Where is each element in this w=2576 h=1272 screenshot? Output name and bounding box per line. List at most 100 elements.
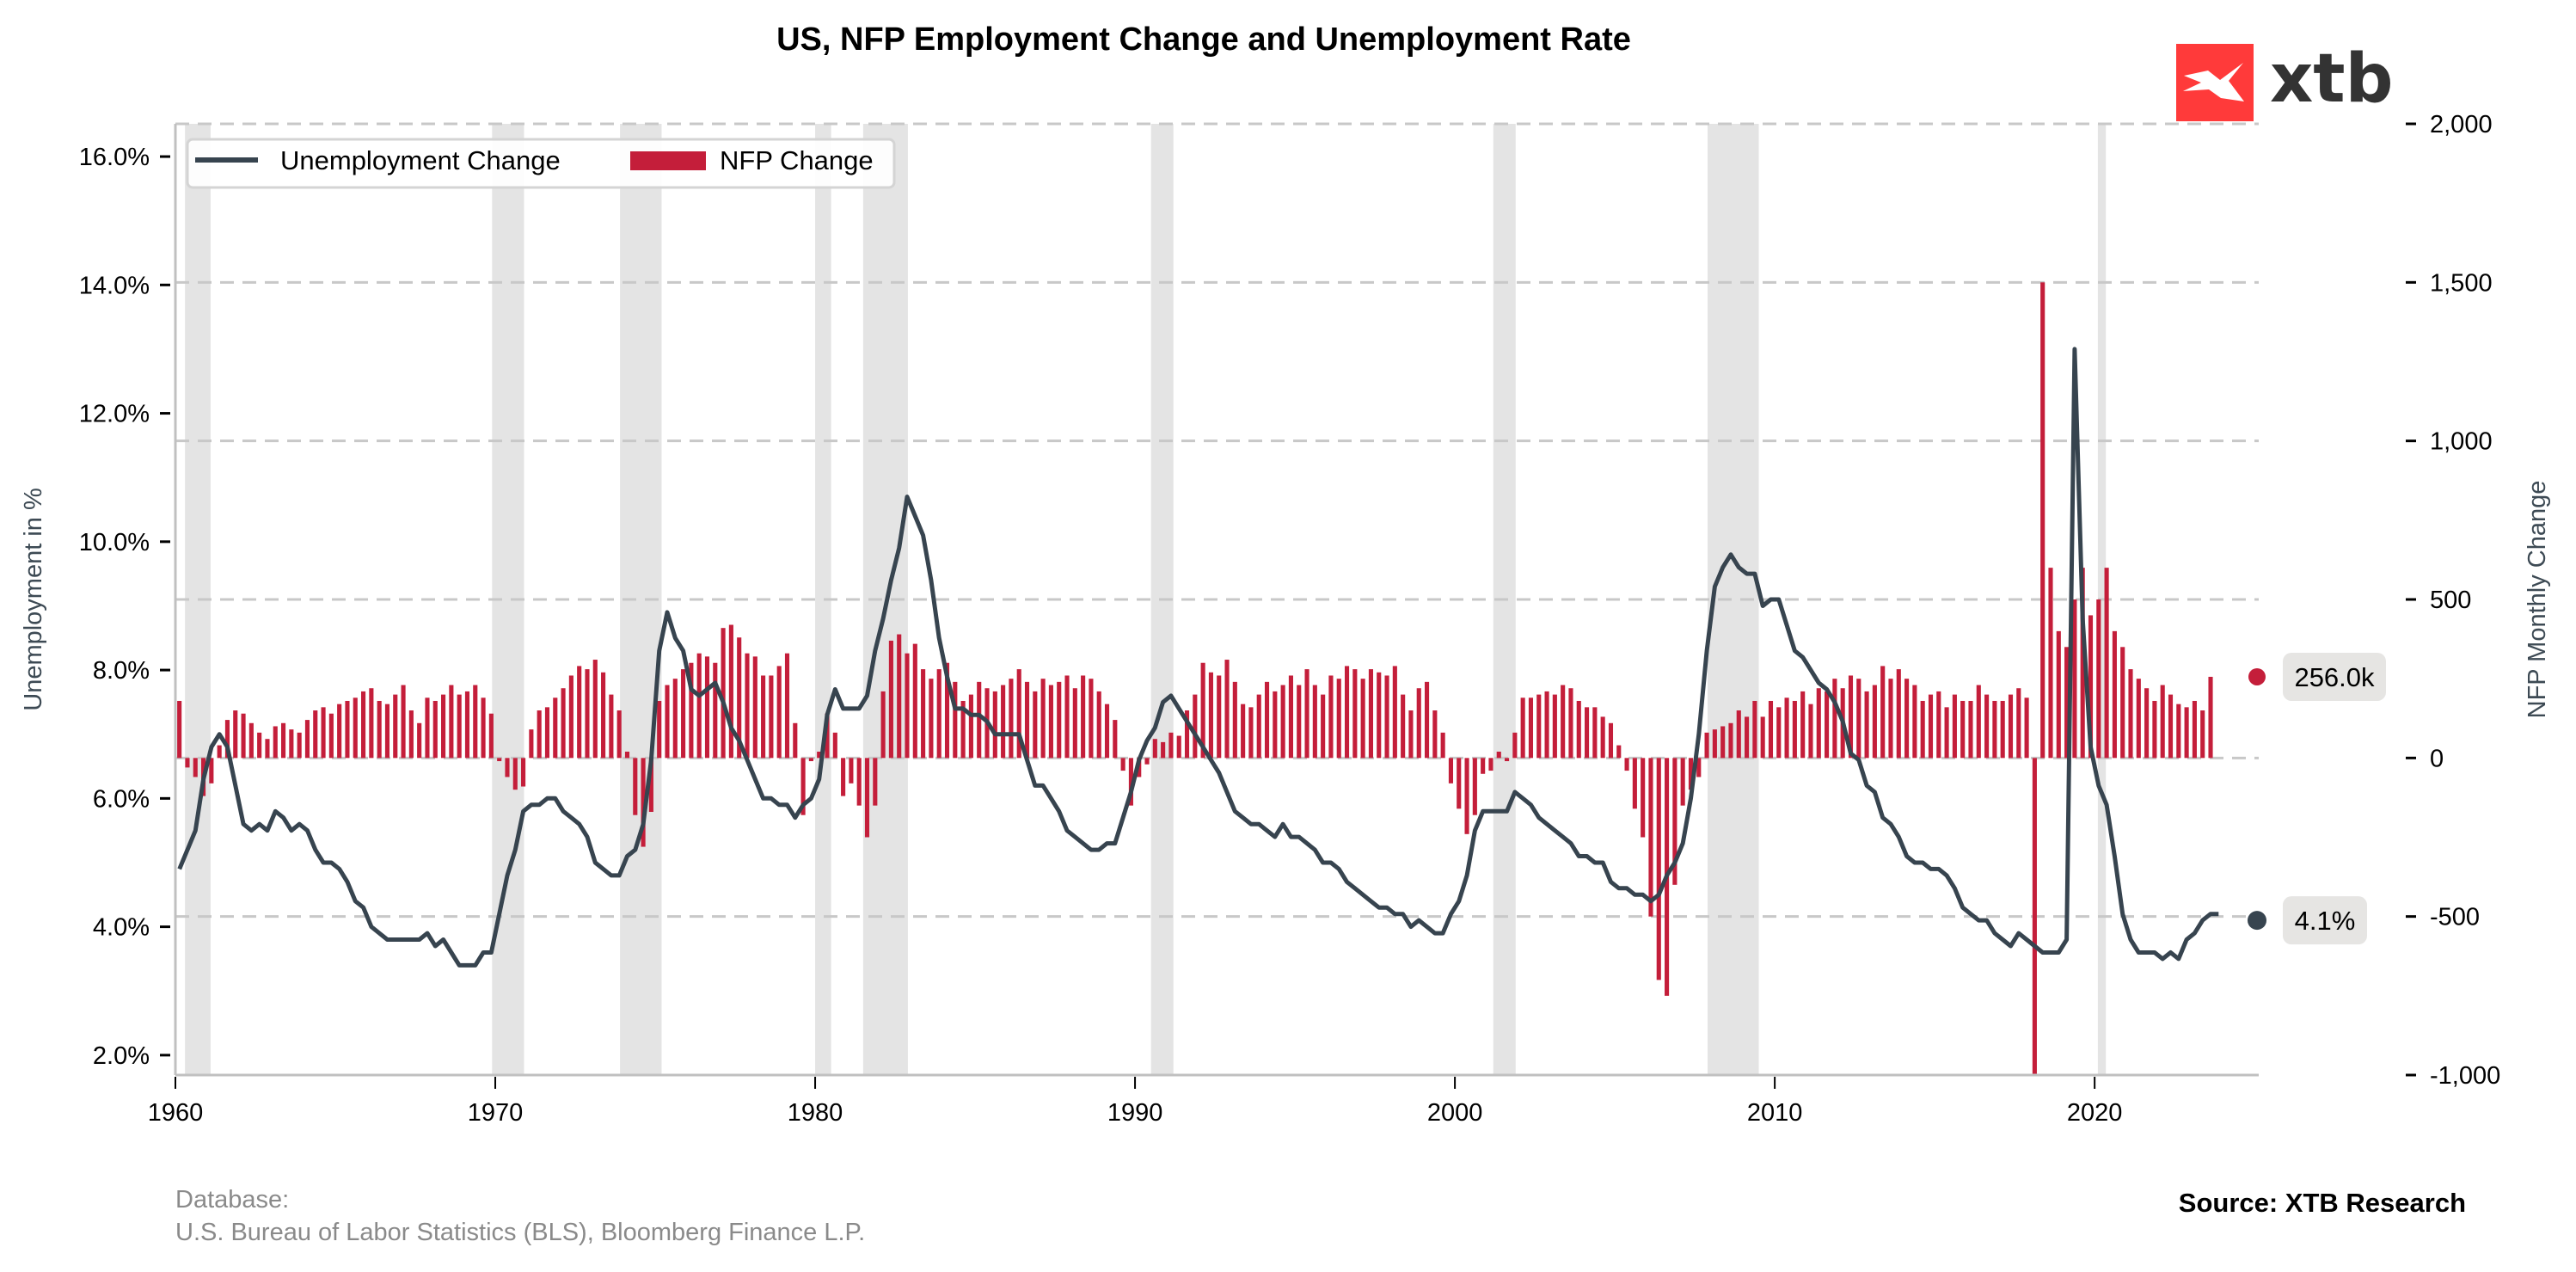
- nfp-bar: [953, 681, 958, 759]
- nfp-bar: [1488, 758, 1493, 771]
- nfp-bar: [841, 758, 846, 796]
- nfp-bar: [929, 679, 934, 759]
- nfp-bar: [912, 643, 917, 759]
- nfp-bar: [177, 700, 182, 759]
- x-tick-label: 1960: [148, 1099, 204, 1127]
- nfp-bar: [1712, 729, 1717, 759]
- nfp-bar: [1256, 694, 1261, 759]
- nfp-bar: [2048, 568, 2053, 759]
- chart-title: US, NFP Employment Change and Unemployme…: [776, 22, 1631, 58]
- nfp-bar: [1217, 675, 1222, 759]
- nfp-bar: [2136, 679, 2141, 759]
- nfp-last-value-box: [2283, 652, 2386, 701]
- nfp-bar: [1288, 675, 1293, 759]
- nfp-bar: [224, 720, 230, 759]
- nfp-bar: [1377, 672, 1382, 759]
- legend-label-nfp: NFP Change: [720, 145, 874, 175]
- nfp-bar: [1552, 694, 1557, 759]
- nfp-bar: [2184, 707, 2189, 759]
- nfp-bar: [2128, 669, 2133, 759]
- footer-database-label: Database:: [175, 1186, 289, 1214]
- nfp-bar: [1864, 691, 1869, 759]
- nfp-bar: [1120, 758, 1125, 771]
- nfp-bar: [1816, 688, 1821, 759]
- nfp-bar: [1096, 691, 1101, 759]
- nfp-bar: [1344, 666, 1350, 759]
- nfp-bar: [408, 710, 414, 759]
- nfp-bar: [793, 722, 798, 759]
- nfp-bar: [1936, 691, 1941, 759]
- legend-box: [186, 138, 896, 189]
- nfp-bar: [1856, 679, 1861, 759]
- nfp-bar: [241, 713, 246, 759]
- nfp-bar: [648, 758, 653, 813]
- nfp-bar: [1481, 758, 1486, 774]
- nfp-bar: [1872, 685, 1877, 759]
- nfp-bar: [2144, 688, 2150, 759]
- nfp-bar: [337, 704, 342, 759]
- right-tick-label: -500: [2430, 904, 2480, 931]
- nfp-bar: [1024, 681, 1030, 759]
- nfp-bar: [2120, 647, 2125, 759]
- nfp-bar: [1408, 710, 1414, 759]
- nfp-bar: [1632, 758, 1637, 809]
- nfp-bar: [905, 653, 910, 759]
- nfp-bar: [864, 758, 870, 838]
- nfp-bar: [1784, 697, 1789, 759]
- nfp-bar: [832, 732, 837, 759]
- nfp-bar: [808, 758, 813, 762]
- left-tick-label: 16.0%: [79, 144, 150, 171]
- nfp-bar: [1528, 697, 1534, 759]
- nfp-bar: [1616, 745, 1622, 759]
- nfp-bar: [657, 700, 662, 759]
- x-tick-label: 2000: [1427, 1099, 1483, 1127]
- nfp-bar: [2200, 710, 2205, 759]
- nfp-bar: [441, 694, 446, 759]
- nfp-bar: [641, 758, 646, 847]
- nfp-bar: [273, 726, 278, 759]
- nfp-bar: [761, 675, 766, 759]
- xtb-logo: xtb: [2176, 40, 2393, 121]
- nfp-bar: [1648, 758, 1653, 917]
- nfp-bar: [1888, 679, 1893, 759]
- nfp-bar: [481, 697, 486, 759]
- nfp-bar: [2096, 599, 2101, 759]
- nfp-bar: [1432, 710, 1438, 759]
- nfp-bar: [1520, 697, 1525, 759]
- nfp-bar: [1440, 732, 1445, 759]
- nfp-bar: [464, 691, 470, 759]
- nfp-bar: [1200, 662, 1205, 759]
- nfp-bar: [873, 758, 878, 806]
- nfp-bar: [784, 653, 790, 759]
- nfp-bar: [457, 694, 462, 759]
- nfp-bar: [1424, 681, 1430, 759]
- nfp-bar: [609, 694, 614, 759]
- x-axis-ticks: 1960 1970 1980 1990 2000 2010 2020: [148, 1077, 2123, 1127]
- nfp-bar: [2080, 568, 2085, 759]
- nfp-bar: [921, 669, 926, 759]
- nfp-bar: [960, 700, 966, 759]
- nfp-bar: [377, 700, 382, 759]
- x-tick-label: 1990: [1107, 1099, 1163, 1127]
- nfp-bar: [1152, 739, 1157, 759]
- legend-bar-swatch: [630, 151, 706, 170]
- nfp-bar: [2064, 647, 2070, 759]
- nfp-bar: [401, 685, 406, 759]
- nfp-bar: [1984, 694, 1990, 759]
- nfp-bar: [2168, 694, 2174, 759]
- nfp-bar: [1033, 691, 1038, 759]
- right-tick-label: 2,000: [2430, 111, 2493, 138]
- nfp-bar: [217, 745, 222, 759]
- x-tick-label: 2020: [2067, 1099, 2123, 1127]
- nfp-bar: [849, 758, 854, 783]
- nfp-bar: [1176, 735, 1181, 759]
- nfp-bar: [880, 691, 886, 759]
- nfp-bar: [616, 710, 622, 759]
- right-tick-label: 0: [2430, 745, 2444, 772]
- left-tick-label: 10.0%: [79, 529, 150, 556]
- nfp-bar: [1920, 700, 1925, 759]
- nfp-bar: [713, 662, 718, 759]
- nfp-bar: [1193, 694, 1198, 759]
- left-tick-label: 6.0%: [93, 785, 150, 813]
- nfp-bar: [1952, 694, 1957, 759]
